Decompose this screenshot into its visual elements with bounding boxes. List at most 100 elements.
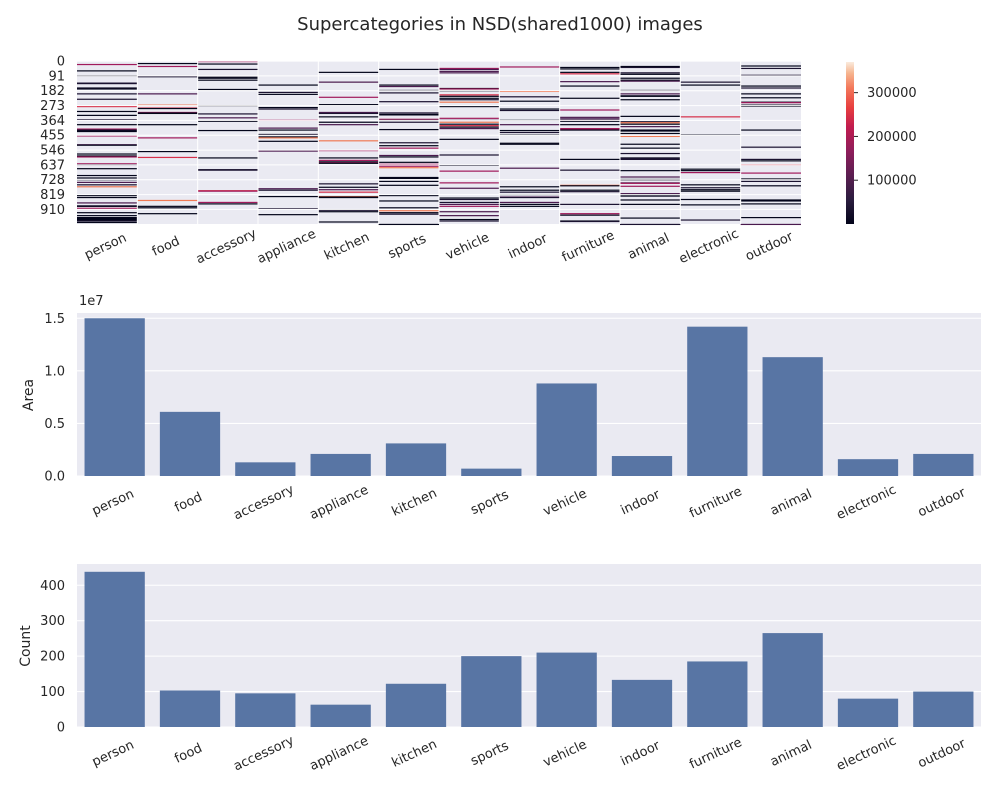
ct-bar-animal <box>762 633 823 727</box>
heatmap-cell <box>740 74 801 76</box>
heatmap-cell <box>77 168 138 170</box>
ct-bar-food <box>159 690 221 727</box>
heatmap-cell <box>258 188 319 190</box>
heatmap-cell <box>620 152 681 155</box>
heatmap-cell <box>680 190 741 192</box>
ct-bar-person <box>84 571 145 727</box>
heatmap-cell <box>499 186 560 188</box>
heatmap-cell <box>740 185 801 187</box>
heatmap-cell <box>499 131 560 134</box>
heatmap-cell <box>559 128 620 130</box>
heatmap-cell <box>197 77 258 79</box>
ct-bar-vehicle <box>536 652 597 727</box>
heatmap-cell <box>620 217 681 219</box>
heatmap-cell <box>620 77 681 79</box>
heatmap-cell <box>318 104 379 106</box>
heatmap-cell <box>137 124 198 126</box>
chart-title: Supercategories in NSD(shared1000) image… <box>297 14 703 35</box>
heatmap-cell <box>680 116 741 118</box>
heatmap-cell <box>439 99 500 101</box>
ct-y-tick-100: 100 <box>40 685 65 700</box>
ct-x-tick-person: person <box>90 738 137 770</box>
heatmap-cell <box>378 200 439 202</box>
heatmap-cell <box>620 93 681 95</box>
heatmap-cell <box>559 68 620 70</box>
heatmap-cell <box>559 185 620 187</box>
heatmap-cells <box>77 61 801 226</box>
heatmap-cell <box>197 190 258 192</box>
ct-x-tick-sports: sports <box>468 738 511 769</box>
area-y-axis-label: Area <box>21 379 37 411</box>
heatmap-cell <box>77 93 138 95</box>
area-panel-background <box>77 313 981 476</box>
heatmap-cell <box>439 138 500 140</box>
heatmap-cell <box>439 67 500 70</box>
heatmap-cell <box>740 199 801 201</box>
heatmap-cell <box>378 156 439 158</box>
heatmap-cell <box>559 116 620 118</box>
ct-x-tick-appliance: appliance <box>307 734 370 774</box>
ct-x-tick-outdoor: outdoor <box>916 736 969 771</box>
heatmap-cell <box>378 194 439 197</box>
heatmap-cell <box>740 223 801 226</box>
heatmap-cell <box>620 99 681 101</box>
heatmap-cell <box>77 221 138 224</box>
heatmap-cell <box>439 88 500 90</box>
heatmap-cell <box>439 198 500 201</box>
heatmap-cell <box>740 203 801 205</box>
heatmap-cell <box>680 172 741 174</box>
heatmap-x-tick-indoor: indoor <box>506 231 550 262</box>
heatmap-cell <box>378 161 439 163</box>
heatmap-cell <box>620 158 681 160</box>
heatmap-cell <box>378 184 439 186</box>
ar-bar-kitchen <box>385 443 447 476</box>
heatmap-cell <box>258 106 319 109</box>
heatmap-cell <box>620 73 681 75</box>
heatmap-cell <box>559 213 620 215</box>
heatmap-cell <box>680 189 741 191</box>
ar-x-tick-vehicle: vehicle <box>541 486 589 519</box>
heatmap-cell <box>439 187 500 189</box>
heatmap-cell <box>499 203 560 205</box>
ct-x-tick-furniture: furniture <box>687 735 744 772</box>
heatmap-y-tick-182: 182 <box>40 84 65 99</box>
heatmap-cell <box>499 129 560 132</box>
heatmap-cell <box>378 112 439 114</box>
ar-y-tick-1-5: 1.5 <box>44 312 65 327</box>
heatmap-cell <box>740 87 801 89</box>
heatmap-x-tick-electronic: electronic <box>677 227 741 268</box>
colorbar-tick-100000: 100000 <box>867 174 917 189</box>
heatmap-cell <box>439 126 500 128</box>
heatmap-cell <box>77 205 138 207</box>
heatmap-cell <box>137 199 198 202</box>
heatmap-cell <box>378 210 439 212</box>
heatmap-cell <box>137 137 198 139</box>
heatmap-cell <box>439 125 500 127</box>
heatmap-x-tick-kitchen: kitchen <box>322 230 372 264</box>
ar-bar-indoor <box>611 456 673 476</box>
area-offset-label: 1e7 <box>79 294 104 309</box>
ar-x-tick-outdoor: outdoor <box>916 485 969 520</box>
heatmap-cell <box>258 108 319 110</box>
heatmap-cell <box>559 85 620 87</box>
heatmap-cell <box>740 97 801 99</box>
heatmap-cell <box>77 128 138 130</box>
heatmap-cell <box>439 205 500 207</box>
heatmap-cell <box>197 63 258 65</box>
heatmap-cell <box>499 96 560 98</box>
heatmap-cell <box>378 147 439 149</box>
heatmap-cell <box>258 127 319 129</box>
heatmap-cell <box>77 215 138 217</box>
heatmap-cell <box>499 191 560 193</box>
ct-y-tick-200: 200 <box>40 650 65 665</box>
heatmap-cell <box>197 68 258 71</box>
heatmap-cell <box>620 79 681 81</box>
heatmap-cell <box>77 196 138 199</box>
ct-bar-electronic <box>837 698 899 727</box>
heatmap-y-tick-728: 728 <box>40 173 65 188</box>
ar-bar-animal <box>762 357 823 476</box>
ar-x-tick-appliance: appliance <box>307 483 370 523</box>
heatmap-cell <box>439 121 500 123</box>
heatmap-cell <box>499 201 560 204</box>
heatmap-cell <box>740 67 801 70</box>
